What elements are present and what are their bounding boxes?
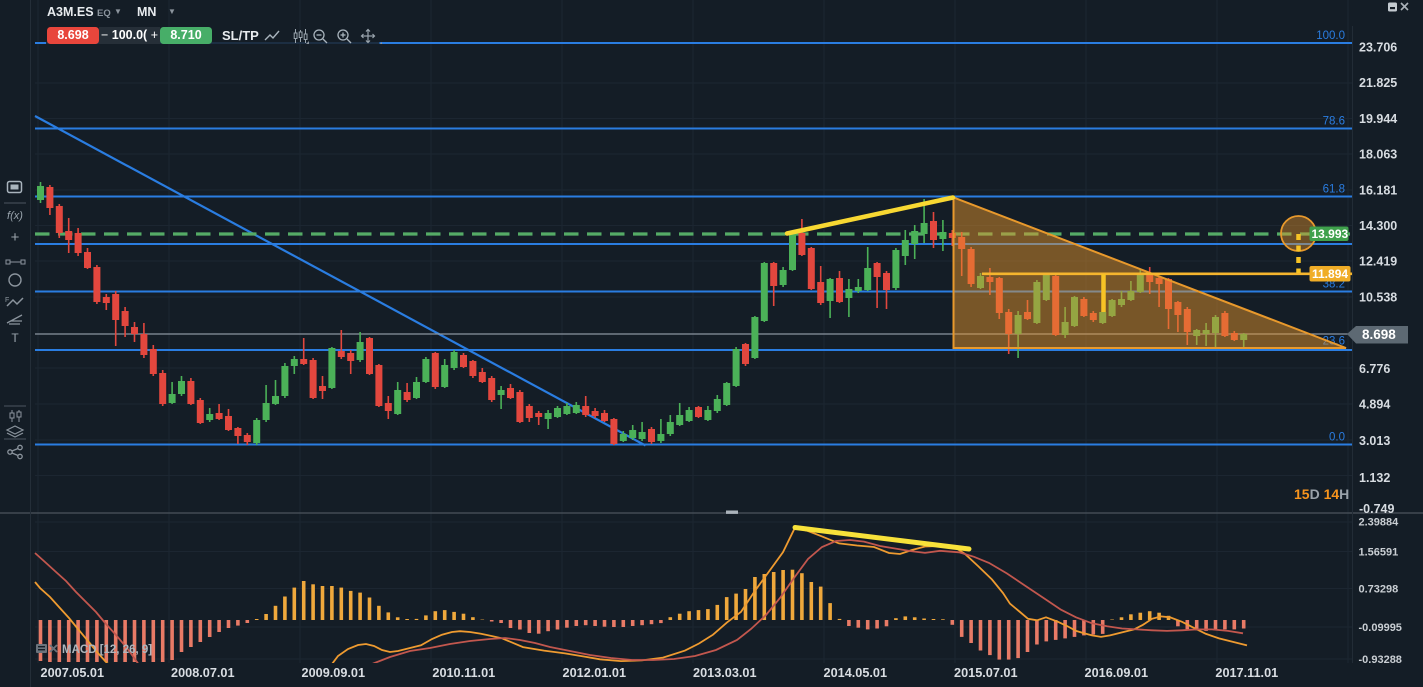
svg-text:16.181: 16.181	[1359, 183, 1397, 197]
svg-text:8.698: 8.698	[1362, 327, 1396, 342]
svg-text:61.8: 61.8	[1323, 184, 1345, 196]
svg-text:2017.11.01: 2017.11.01	[1215, 666, 1278, 680]
svg-text:-0.749: -0.749	[1359, 502, 1394, 516]
svg-text:1.132: 1.132	[1359, 471, 1390, 485]
svg-text:0.0: 0.0	[1329, 432, 1345, 444]
svg-text:21.825: 21.825	[1359, 76, 1397, 90]
svg-text:2016.09.01: 2016.09.01	[1085, 666, 1149, 680]
svg-text:18.063: 18.063	[1359, 148, 1397, 162]
svg-text:4.894: 4.894	[1359, 398, 1390, 412]
svg-text:3.013: 3.013	[1359, 434, 1390, 448]
svg-text:-0.93288: -0.93288	[1359, 654, 1402, 666]
svg-text:2015.07.01: 2015.07.01	[954, 666, 1018, 680]
svg-text:2.39884: 2.39884	[1359, 517, 1400, 529]
svg-text:100.0: 100.0	[1316, 30, 1345, 42]
svg-text:23.706: 23.706	[1359, 41, 1397, 55]
svg-text:6.776: 6.776	[1359, 362, 1390, 376]
svg-text:2007.05.01: 2007.05.01	[41, 666, 105, 680]
svg-text:78.6: 78.6	[1323, 116, 1345, 128]
svg-text:2010.11.01: 2010.11.01	[432, 666, 495, 680]
svg-text:14.300: 14.300	[1359, 219, 1397, 233]
svg-text:-0.09995: -0.09995	[1359, 622, 1402, 634]
svg-text:12.419: 12.419	[1359, 255, 1397, 269]
svg-text:2014.05.01: 2014.05.01	[824, 666, 888, 680]
svg-text:0.73298: 0.73298	[1359, 584, 1399, 596]
svg-text:F: F	[5, 297, 9, 304]
svg-text:1.56591: 1.56591	[1359, 547, 1399, 559]
svg-text:15D 14H: 15D 14H	[1294, 486, 1349, 502]
svg-text:11.894: 11.894	[1312, 267, 1348, 281]
svg-text:MACD [12, 26, 9]: MACD [12, 26, 9]	[62, 644, 152, 656]
svg-text:19.944: 19.944	[1359, 112, 1397, 126]
svg-text:10.538: 10.538	[1359, 290, 1397, 304]
svg-text:2012.01.01: 2012.01.01	[563, 666, 627, 680]
svg-text:2009.09.01: 2009.09.01	[302, 666, 366, 680]
svg-text:2008.07.01: 2008.07.01	[171, 666, 235, 680]
svg-text:13.993: 13.993	[1312, 227, 1349, 241]
svg-text:2013.03.01: 2013.03.01	[693, 666, 757, 680]
